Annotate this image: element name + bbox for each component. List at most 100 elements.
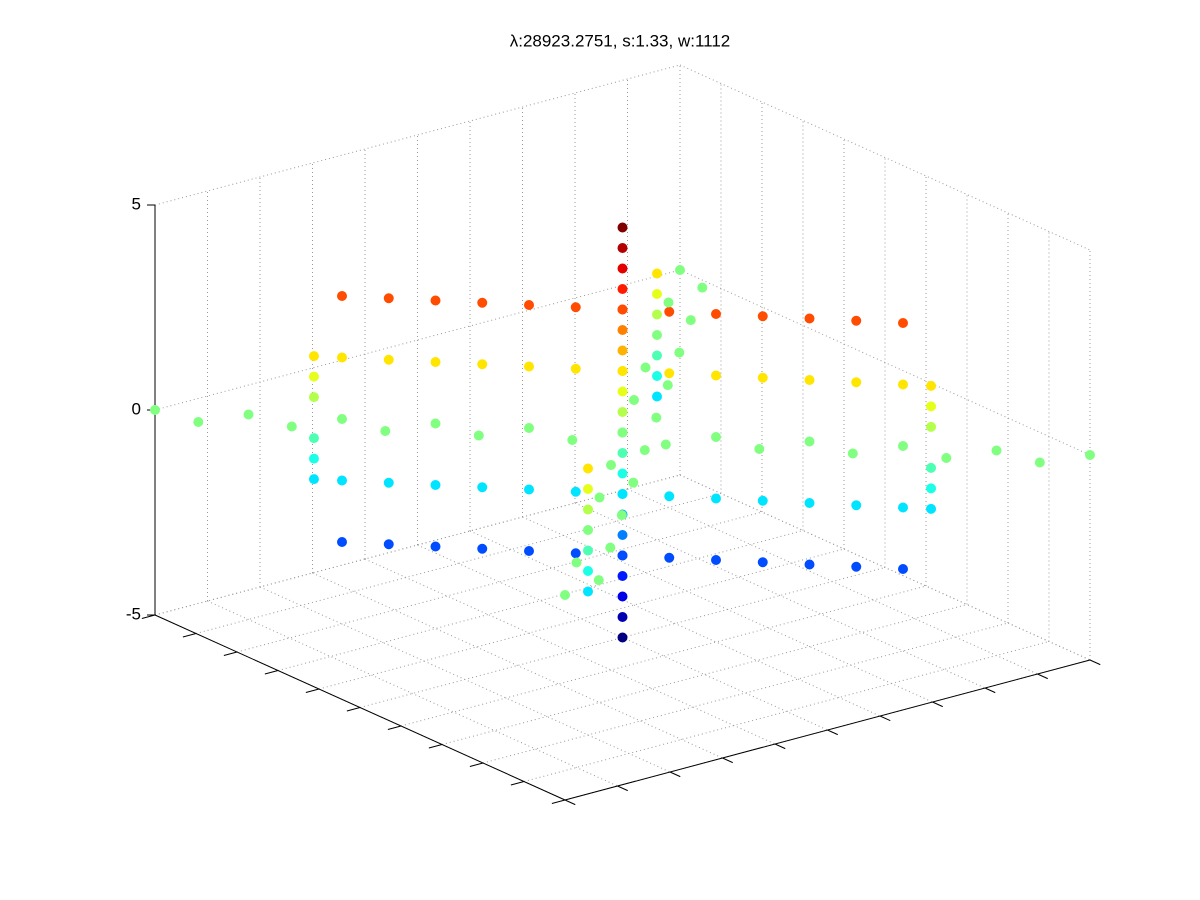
point — [697, 282, 708, 293]
tick-mark — [1089, 659, 1101, 666]
grid-line — [482, 622, 1009, 764]
point — [941, 453, 952, 463]
point — [674, 347, 685, 358]
point — [757, 557, 768, 568]
point — [308, 371, 319, 382]
point — [583, 525, 593, 535]
point — [675, 265, 685, 275]
grid-line — [441, 604, 968, 745]
point — [851, 315, 862, 326]
point — [847, 448, 858, 459]
point — [606, 460, 616, 470]
point — [243, 409, 254, 420]
point — [926, 462, 937, 473]
point — [570, 486, 581, 497]
point — [617, 263, 628, 274]
point — [617, 489, 628, 499]
point — [898, 318, 908, 328]
tick-mark — [722, 757, 733, 764]
point — [926, 503, 937, 514]
point — [570, 548, 581, 559]
point — [617, 448, 628, 458]
grid-line — [207, 600, 618, 787]
point — [757, 495, 768, 506]
tick-mark — [223, 651, 238, 656]
point — [430, 418, 441, 429]
point — [308, 474, 319, 485]
point — [652, 391, 662, 402]
point — [567, 435, 578, 445]
point — [617, 612, 628, 622]
point — [570, 363, 581, 374]
grid-line — [364, 558, 776, 745]
point — [898, 564, 908, 574]
point — [308, 392, 319, 403]
point — [804, 375, 815, 385]
point — [640, 362, 651, 373]
point — [383, 293, 394, 304]
point — [430, 295, 441, 306]
grid-line — [236, 511, 763, 653]
point — [617, 468, 628, 479]
point — [639, 445, 650, 456]
point — [383, 539, 394, 550]
point — [150, 405, 160, 415]
grid-line — [522, 516, 933, 703]
point — [570, 302, 581, 313]
point — [617, 386, 628, 397]
grid-line — [574, 502, 986, 689]
tick-mark — [827, 729, 838, 736]
point — [754, 444, 765, 454]
point — [193, 417, 204, 427]
point — [664, 368, 675, 379]
point — [337, 537, 347, 547]
point — [524, 361, 534, 372]
tick-mark — [469, 762, 484, 767]
point — [663, 297, 674, 308]
point — [473, 430, 484, 441]
grid-line — [318, 548, 845, 690]
point — [308, 433, 319, 444]
grid-line — [359, 567, 886, 708]
point — [926, 401, 937, 412]
point — [664, 306, 675, 317]
tick-mark — [984, 687, 996, 694]
point — [337, 291, 347, 301]
point — [337, 352, 347, 363]
point — [571, 557, 582, 568]
point — [664, 552, 675, 563]
grid-line — [154, 269, 681, 411]
point — [286, 421, 297, 432]
point — [851, 561, 862, 572]
grid-line — [259, 586, 671, 773]
point — [617, 407, 628, 417]
point — [757, 311, 768, 322]
point — [583, 504, 593, 515]
tick-mark — [305, 688, 320, 693]
point — [1085, 450, 1095, 460]
point — [337, 414, 347, 424]
point — [430, 357, 441, 367]
tick-mark — [428, 744, 443, 749]
tick-mark — [387, 725, 402, 730]
point — [711, 309, 721, 319]
point — [583, 463, 593, 474]
point — [652, 289, 662, 299]
tick-mark — [564, 799, 576, 806]
point — [308, 453, 319, 464]
point — [617, 243, 628, 253]
point — [711, 370, 721, 381]
point — [660, 439, 671, 450]
point — [629, 395, 639, 405]
point — [308, 351, 319, 362]
tick-mark — [774, 743, 786, 750]
tick-mark — [669, 771, 681, 778]
point — [583, 586, 593, 597]
point — [652, 371, 662, 381]
point — [583, 566, 593, 576]
point — [524, 484, 534, 495]
point — [926, 421, 937, 432]
tick-mark — [141, 614, 156, 619]
